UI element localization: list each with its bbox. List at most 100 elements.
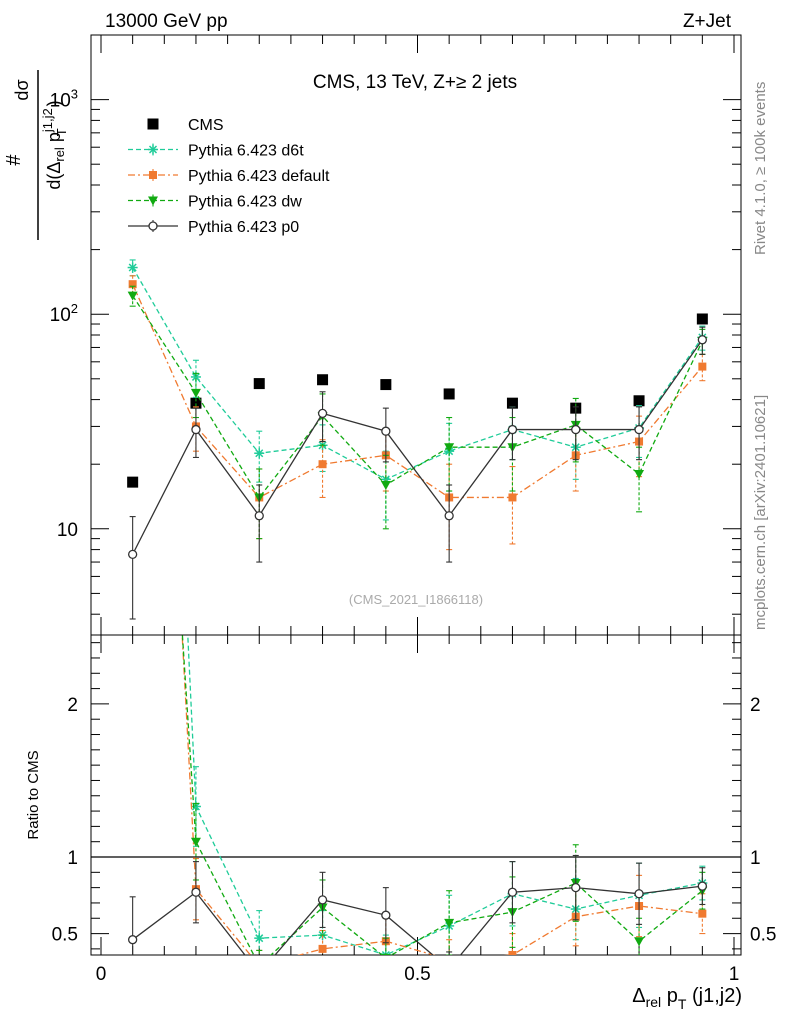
ratio-series-p0 <box>127 854 707 977</box>
main-point-dw <box>444 443 455 453</box>
ratio-y-tick-label-right: 1 <box>750 848 761 869</box>
ratio-y-tick-label-right: 2 <box>750 695 761 716</box>
legend-item-dw: Pythia 6.423 dw <box>128 194 302 211</box>
ratio-point-d6t <box>254 933 265 944</box>
ratio-point-p0 <box>507 887 518 897</box>
main-point-p0 <box>191 424 201 435</box>
main-axis-ticks: 10 102 103 <box>50 34 741 635</box>
main-point-p0 <box>634 424 644 435</box>
ratio-point-default <box>698 909 707 918</box>
main-y-tick-label: 102 <box>50 301 78 326</box>
x-tick-label: 0 <box>96 964 107 985</box>
mcplots-source-text: mcplots.cern.ch [arXiv:2401.10621] <box>752 395 769 630</box>
main-point-p0 <box>317 408 328 419</box>
ratio-point-default <box>318 944 327 953</box>
main-point-cms <box>317 374 329 386</box>
ratio-point-p0 <box>445 965 453 973</box>
ratio-line-dw <box>181 635 703 955</box>
ratio-point-default <box>255 962 263 970</box>
ratio-point-p0 <box>571 882 581 893</box>
ratio-y-tick-label: 2 <box>67 695 78 716</box>
main-point-dw <box>127 291 138 301</box>
main-point-default <box>128 280 137 289</box>
main-point-cms <box>696 313 708 325</box>
main-point-dw <box>190 388 201 398</box>
svg-text:Δrel pT (j1,j2): Δrel pT (j1,j2) <box>632 985 742 1012</box>
plot-title: CMS, 13 TeV, Z+≥ 2 jets <box>313 72 517 93</box>
main-point-dw <box>380 481 391 490</box>
rivet-version-text: Rivet 4.1.0, ≥ 100k events <box>752 82 769 255</box>
ratio-line-p0 <box>132 885 703 955</box>
ratio-point-p0 <box>634 889 644 899</box>
legend-marker-d6t <box>148 144 158 155</box>
main-series-dw <box>127 285 708 540</box>
ratio-point-p0 <box>317 895 328 905</box>
svg-text:d(Δrel pj1,j2T): d(Δrel pj1,j2T) <box>40 100 69 189</box>
ratio-y-axis-label: Ratio to CMS <box>25 750 42 839</box>
main-series-p0 <box>127 326 707 620</box>
ratio-y-tick-label-right: 0.5 <box>750 925 776 946</box>
main-line-d6t <box>132 267 703 481</box>
main-point-p0 <box>571 424 581 435</box>
main-point-cms <box>380 379 392 391</box>
main-point-p0 <box>444 511 454 521</box>
main-point-cms <box>127 476 139 488</box>
main-point-p0 <box>381 426 391 436</box>
main-point-p0 <box>127 549 138 560</box>
ratio-point-p0 <box>381 910 391 920</box>
legend-marker-cms <box>147 118 159 130</box>
main-point-p0 <box>254 511 264 521</box>
main-point-default <box>698 362 707 371</box>
analysis-watermark: (CMS_2021_I1866118) <box>349 592 483 607</box>
ratio-line-d6t <box>187 635 703 955</box>
main-y-tick-label: 10 <box>57 520 78 541</box>
main-line-default <box>132 283 703 499</box>
ratio-panel-frame <box>90 634 742 956</box>
main-point-cms <box>443 388 455 400</box>
main-point-default <box>508 493 517 502</box>
legend-label-dw: Pythia 6.423 dw <box>188 194 302 211</box>
ratio-series-layer <box>127 635 708 977</box>
main-point-p0 <box>697 335 707 345</box>
ratio-point-dw <box>634 937 645 947</box>
legend-label-p0: Pythia 6.423 p0 <box>188 219 299 236</box>
main-series-cms <box>127 313 708 488</box>
main-y-tick-label: 103 <box>50 87 78 112</box>
ratio-point-default <box>508 951 517 955</box>
legend-label-d6t: Pythia 6.423 d6t <box>188 143 304 160</box>
legend-marker-p0 <box>148 221 158 231</box>
legend: CMS Pythia 6.423 d6t Pythia 6.423 default P… <box>128 117 330 236</box>
ratio-point-p0 <box>697 881 707 891</box>
x-axis-label: Δrel pT (j1,j2) <box>632 985 742 1012</box>
svg-text:#: # <box>3 154 25 166</box>
ratio-point-p0 <box>127 935 138 945</box>
main-point-d6t <box>254 448 265 459</box>
x-tick-label: 1 <box>729 964 740 985</box>
ratio-point-p0 <box>255 969 263 977</box>
ratio-point-default <box>445 956 453 964</box>
ratio-point-dw <box>380 954 391 955</box>
main-point-cms <box>190 397 202 409</box>
main-line-dw <box>132 295 703 499</box>
main-point-cms <box>253 378 265 390</box>
main-point-default <box>318 460 327 469</box>
legend-label-default: Pythia 6.423 default <box>188 168 330 185</box>
ratio-point-p0 <box>191 887 201 897</box>
main-point-dw <box>634 470 645 480</box>
ratio-point-d6t <box>380 950 391 955</box>
main-point-cms <box>506 397 518 409</box>
legend-marker-default <box>149 171 157 179</box>
ratio-y-tick-label: 0.5 <box>52 925 78 946</box>
ratio-axis-ticks: 0.5 0.5 1 1 2 2 0 0.5 1 <box>52 635 776 985</box>
ratio-point-dw <box>190 837 201 847</box>
header-process: 13000 GeV pp <box>105 11 228 32</box>
main-series-layer <box>127 259 708 620</box>
legend-item-d6t: Pythia 6.423 d6t <box>128 143 304 160</box>
legend-item-cms: CMS <box>147 117 224 134</box>
legend-label-cms: CMS <box>188 117 224 134</box>
svg-text:dσ: dσ <box>12 79 32 100</box>
main-series-d6t <box>127 259 708 521</box>
ratio-y-tick-label: 1 <box>67 848 78 869</box>
legend-item-p0: Pythia 6.423 p0 <box>128 219 299 236</box>
